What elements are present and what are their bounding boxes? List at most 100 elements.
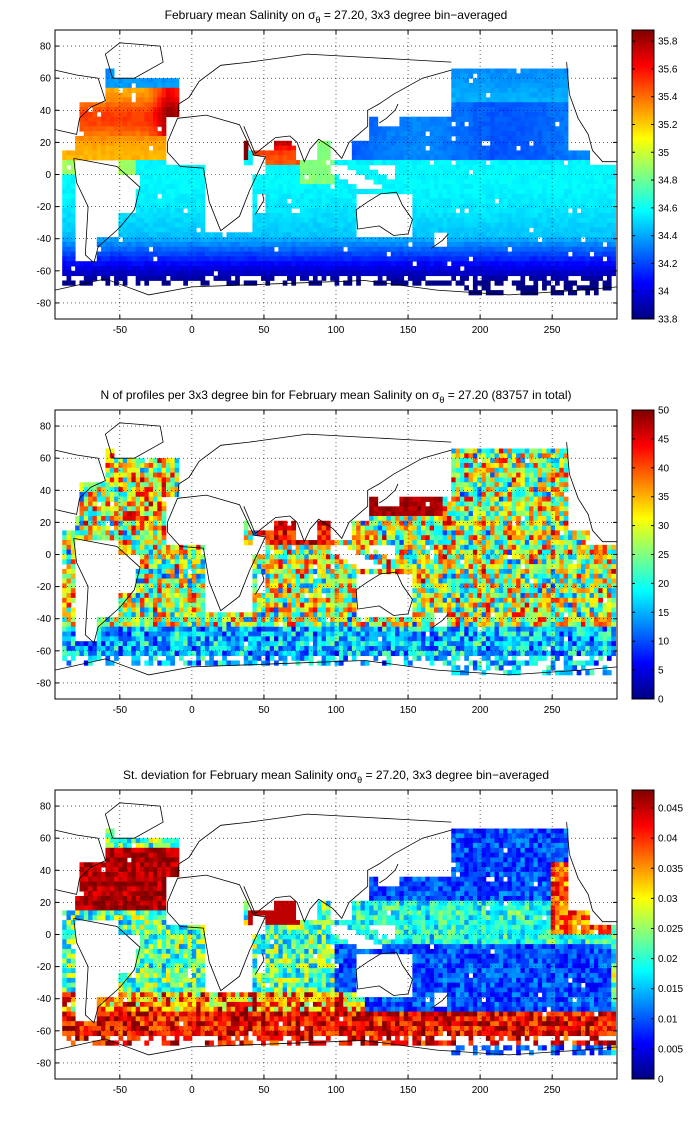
heatmap-cell (516, 116, 521, 122)
heatmap-cell (165, 280, 171, 286)
heatmap-cell (433, 145, 439, 151)
heatmap-cell (127, 525, 132, 531)
heatmap-cell (239, 256, 245, 262)
heatmap-cell (334, 232, 340, 238)
heatmap-cell (520, 251, 526, 257)
heatmap-cell (576, 193, 582, 199)
heatmap-cell (511, 232, 517, 238)
heatmap-cell (196, 198, 201, 204)
heatmap-cell (308, 203, 314, 209)
heatmap-cell (265, 241, 271, 248)
heatmap-cell (261, 256, 266, 262)
heatmap-cell (555, 261, 560, 267)
heatmap-cell (122, 472, 128, 478)
heatmap-cell (464, 179, 469, 185)
heatmap-cell (304, 266, 310, 272)
heatmap-cell (529, 467, 534, 474)
heatmap-cell (317, 145, 322, 151)
heatmap-cell (83, 530, 89, 536)
heatmap-cell (382, 525, 387, 531)
heatmap-cell (101, 520, 106, 526)
heatmap-cell (191, 217, 197, 224)
heatmap-cell (70, 213, 76, 219)
heatmap-cell (438, 140, 444, 146)
heatmap-cell (464, 506, 469, 512)
heatmap-cell (451, 87, 456, 94)
heatmap-cell (542, 246, 547, 252)
heatmap-cell (274, 227, 279, 233)
heatmap-cell (191, 169, 197, 175)
heatmap-cell (325, 145, 331, 151)
heatmap-cell (114, 467, 119, 474)
heatmap-cell (118, 92, 124, 98)
heatmap-cell (196, 203, 201, 209)
heatmap-cell (321, 540, 327, 546)
heatmap-cell (503, 193, 508, 199)
heatmap-cell (580, 530, 586, 536)
heatmap-cell (304, 270, 310, 277)
heatmap-cell (485, 116, 491, 122)
heatmap-cell (546, 164, 552, 171)
heatmap-cell (542, 198, 547, 204)
heatmap-cell (555, 140, 560, 146)
heatmap-cell (135, 246, 141, 252)
heatmap-cell (386, 188, 392, 195)
heatmap-cell (455, 270, 461, 277)
heatmap-cell (382, 246, 387, 252)
heatmap-cell (477, 107, 482, 113)
heatmap-cell (269, 198, 275, 204)
heatmap-cell (265, 227, 271, 233)
heatmap-cell (542, 73, 547, 79)
heatmap-cell (516, 217, 521, 224)
heatmap-cell (152, 472, 158, 478)
heatmap-cell (131, 160, 137, 166)
heatmap-cell (282, 261, 288, 267)
heatmap-cell (472, 261, 478, 267)
colorbar-tick-label: 33.8 (658, 315, 678, 326)
heatmap-cell (421, 275, 426, 281)
heatmap-cell (105, 275, 111, 281)
heatmap-cell (135, 496, 141, 502)
heatmap-cell (174, 487, 180, 493)
heatmap-cell (152, 458, 158, 464)
heatmap-cell (468, 535, 474, 541)
heatmap-cell (511, 135, 517, 142)
heatmap-cell (161, 121, 167, 127)
heatmap-cell (243, 525, 249, 531)
heatmap-cell (122, 487, 128, 493)
heatmap-cell (174, 179, 180, 185)
heatmap-cell (148, 251, 154, 257)
heatmap-cell (390, 520, 396, 526)
heatmap-cell (101, 261, 106, 267)
heatmap-cell (451, 496, 456, 502)
heatmap-cell (334, 198, 340, 204)
heatmap-cell (498, 179, 504, 185)
heatmap-cell (161, 261, 167, 267)
heatmap-cell (88, 482, 93, 488)
y-tick-label: -80 (37, 298, 52, 309)
heatmap-cell (222, 237, 227, 243)
heatmap-cell (507, 140, 513, 146)
heatmap-cell (477, 477, 482, 483)
heatmap-cell (503, 256, 508, 262)
heatmap-cell (494, 97, 500, 103)
heatmap-cell (459, 179, 465, 185)
heatmap-cell (498, 491, 504, 498)
heatmap-cell (455, 520, 461, 526)
heatmap-cell (304, 217, 310, 224)
heatmap-cell (429, 237, 435, 243)
heatmap-cell (114, 487, 119, 493)
heatmap-cell (503, 102, 508, 108)
heatmap-cell (537, 193, 543, 199)
heatmap-cell (118, 145, 124, 151)
heatmap-cell (542, 535, 547, 541)
heatmap-cell (546, 217, 552, 224)
heatmap-cell (477, 280, 482, 286)
heatmap-cell (217, 232, 223, 238)
heatmap-cell (291, 184, 297, 190)
heatmap-cell (161, 155, 167, 161)
heatmap-cell (421, 496, 426, 502)
heatmap-cell (144, 131, 150, 137)
heatmap-cell (580, 285, 586, 291)
heatmap-cell (118, 150, 124, 156)
